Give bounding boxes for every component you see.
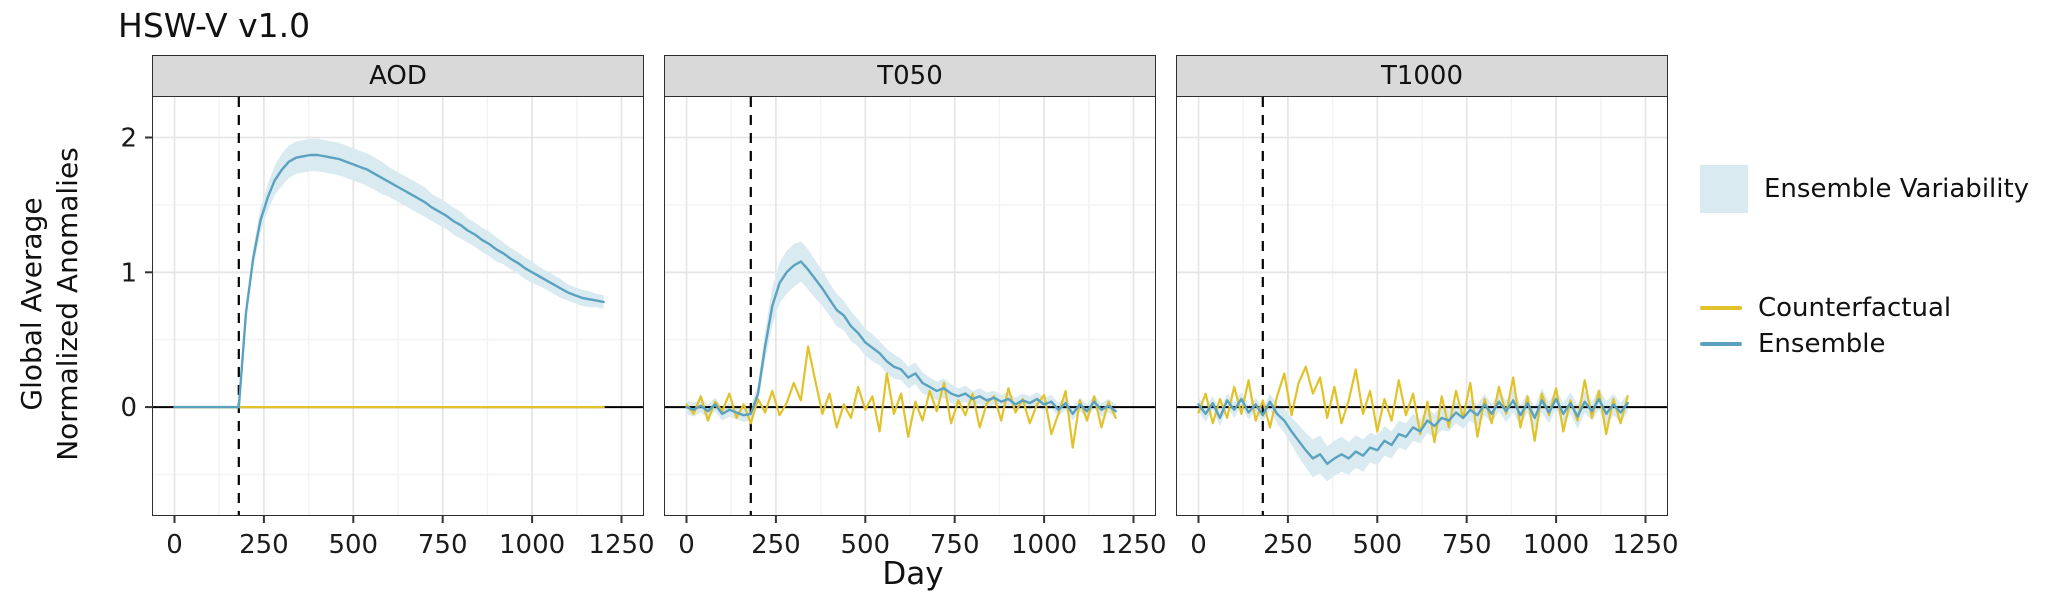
svg-text:250: 250 [1263, 530, 1313, 560]
svg-text:1250: 1250 [1100, 530, 1166, 560]
svg-text:2: 2 [120, 124, 137, 154]
svg-text:1250: 1250 [588, 530, 654, 560]
plot-area-t1000: 0 250 500 750 1000 1250 [1176, 96, 1679, 560]
svg-text:500: 500 [840, 530, 890, 560]
y-axis-label: Global Average Normalized Anomalies [4, 95, 96, 513]
plot-svg-t1000: 0 250 500 750 1000 1250 [1177, 97, 1679, 560]
facet-panels: AOD 0 250 500 750 1000 1250 0 1 2 T050 0 250 500 75… [120, 55, 1679, 560]
plot-svg-t050: 0 250 500 750 1000 1250 [665, 97, 1167, 560]
legend-label-ensemble: Ensemble [1758, 329, 1886, 359]
legend-label-counterfactual: Counterfactual [1758, 293, 1952, 323]
svg-text:1000: 1000 [1011, 530, 1077, 560]
svg-text:0: 0 [120, 393, 137, 423]
legend-item-ensemble: Ensemble [1700, 329, 1886, 359]
svg-text:1000: 1000 [1523, 530, 1589, 560]
legend: Ensemble Variability Counterfactual Ense… [1700, 0, 2068, 601]
facet-strip-label: T1000 [1380, 61, 1464, 91]
svg-text:250: 250 [239, 530, 289, 560]
x-axis-label: Day [882, 556, 944, 592]
counterfactual-line-swatch [1700, 306, 1742, 310]
svg-text:0: 0 [1190, 530, 1207, 560]
figure-title: HSW-V v1.0 [118, 6, 311, 45]
y-axis-label-line1: Global Average [15, 197, 48, 411]
svg-text:0: 0 [166, 530, 183, 560]
facet-strip-aod: AOD [152, 55, 644, 96]
y-axis-label-line2: Normalized Anomalies [51, 147, 84, 461]
legend-item-variability: Ensemble Variability [1700, 165, 2029, 213]
facet-panel-t1000: T1000 0 250 500 750 1000 1250 [1176, 55, 1679, 560]
svg-text:250: 250 [751, 530, 801, 560]
svg-text:1: 1 [120, 258, 137, 288]
facet-panel-aod: AOD 0 250 500 750 1000 1250 0 1 2 [120, 55, 655, 560]
svg-text:1000: 1000 [499, 530, 565, 560]
plot-area-aod: 0 250 500 750 1000 1250 0 1 2 [120, 96, 655, 560]
ensemble-line-swatch [1700, 342, 1742, 346]
svg-text:1250: 1250 [1612, 530, 1678, 560]
plot-svg-aod: 0 250 500 750 1000 1250 0 1 2 [120, 97, 655, 560]
legend-label-variability: Ensemble Variability [1764, 174, 2030, 204]
facet-strip-label: AOD [369, 61, 427, 91]
svg-text:0: 0 [678, 530, 695, 560]
facet-strip-label: T050 [877, 61, 943, 91]
svg-text:750: 750 [418, 530, 468, 560]
svg-text:500: 500 [1352, 530, 1402, 560]
facet-panel-t050: T050 0 250 500 750 1000 1250 [664, 55, 1167, 560]
plot-area-t050: 0 250 500 750 1000 1250 [664, 96, 1167, 560]
facet-strip-t050: T050 [664, 55, 1156, 96]
svg-text:750: 750 [930, 530, 980, 560]
facet-strip-t1000: T1000 [1176, 55, 1668, 96]
ensemble-variability-swatch [1700, 165, 1748, 213]
svg-text:500: 500 [328, 530, 378, 560]
legend-item-counterfactual: Counterfactual [1700, 293, 1951, 323]
svg-text:750: 750 [1442, 530, 1492, 560]
y-axis-label-text: Global Average Normalized Anomalies [14, 147, 86, 461]
